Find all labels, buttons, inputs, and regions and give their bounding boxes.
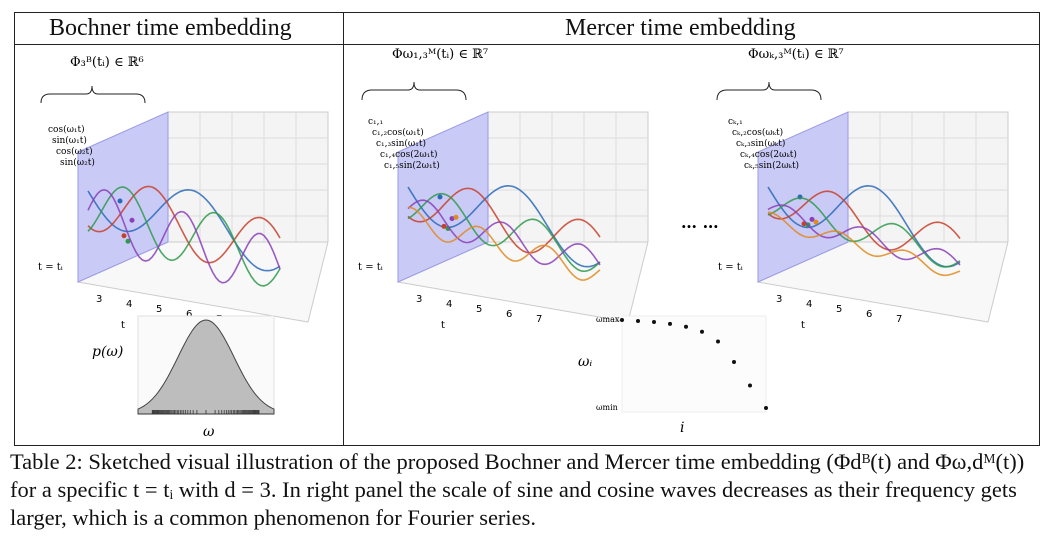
frequency-point [716, 339, 720, 344]
axis-name: t [441, 320, 445, 331]
axis-tick: 7 [536, 314, 542, 325]
t-label: t = tᵢ [718, 262, 743, 273]
mercer-title: Mercer time embedding [565, 15, 796, 41]
feature-label: cos(ω₂t) [56, 146, 93, 157]
bochner-title: Bochner time embedding [49, 15, 292, 41]
figure-box: Bochner time embedding Mercer time embed… [14, 12, 1040, 446]
t-label: t = tᵢ [38, 262, 63, 273]
feature-label: sin(ω₁t) [52, 135, 87, 146]
time-slice-plane [77, 111, 169, 283]
axis-tick: 6 [866, 309, 872, 320]
axis-tick: 5 [836, 304, 842, 315]
feature-label: c₁,₁ [368, 117, 383, 127]
feature-label: cₖ,₁ [728, 117, 743, 127]
header-divider [15, 44, 1039, 45]
mercer-brace-k [716, 81, 822, 101]
freq-xlabel: i [680, 420, 684, 436]
freq-bg [621, 315, 767, 413]
feature-label: cₖ,₄cos(2ωₖt) [740, 149, 797, 160]
feature-label: c₁,₅sin(2ω₁t) [384, 160, 440, 171]
axis-name: t [801, 320, 805, 331]
density-curve [137, 319, 275, 415]
wave-line [87, 188, 281, 272]
axis-name: t [121, 320, 125, 331]
wave-line [767, 197, 961, 268]
figure-drawing: Φ₃ᴮ(tᵢ) ∈ ℝ⁶ cos(ω₁t)sin(ω₁t)cos(ω₂t)sin… [38, 47, 1009, 440]
axis-tick: 3 [416, 294, 422, 305]
wave-line [407, 184, 601, 268]
caption-text: Table 2: Sketched visual illustration of… [10, 449, 1030, 530]
axis-tick: 4 [126, 299, 132, 310]
frequency-point [636, 319, 640, 323]
wave-point [125, 238, 131, 244]
feature-label: cₖ,₅sin(2ωₖt) [744, 160, 799, 171]
axis-tick: 5 [476, 304, 482, 315]
wave-line [767, 211, 961, 277]
density-label: p(ω) [92, 344, 123, 360]
axis-tick: 6 [506, 309, 512, 320]
wave-point [441, 223, 447, 229]
wave-point [813, 219, 819, 225]
frequency-point [684, 324, 688, 329]
feature-label: cₖ,₃sin(ωₖt) [736, 138, 785, 149]
axis-tick: 4 [806, 299, 812, 310]
wave-point [117, 198, 123, 204]
frequency-point [764, 406, 768, 410]
freq-ylabel: ωᵢ [578, 354, 592, 370]
back-wall [487, 111, 649, 243]
axis-tick: 3 [96, 294, 102, 305]
wave-line [407, 206, 601, 281]
mercer-3d-plot-1: c₁,₁c₁,₂cos(ω₁t)c₁,₃sin(ω₁t)c₁,₄cos(2ω₁t… [358, 111, 649, 331]
mercer-embedding-label-1: Φω₁,₃ᴹ(tᵢ) ∈ ℝ⁷ [392, 47, 488, 62]
feature-label: c₁,₄cos(2ω₁t) [380, 149, 438, 160]
frequency-point [700, 329, 704, 334]
time-slice-plane [397, 111, 489, 283]
frequency-point [732, 360, 736, 364]
frequency-point [652, 320, 656, 324]
bochner-brace [40, 85, 146, 104]
wave-line [407, 187, 601, 254]
mercer-embedding-label-k: Φωₖ,₃ᴹ(tᵢ) ∈ ℝ⁷ [748, 47, 844, 62]
wave-point [453, 214, 459, 220]
panel-divider [343, 13, 344, 445]
frequency-plot [620, 315, 768, 413]
axis-tick: 3 [776, 294, 782, 305]
axis-tick: 7 [896, 314, 902, 325]
table-caption: Table 2: Sketched visual illustration of… [10, 448, 1046, 532]
t-label: t = tᵢ [358, 262, 383, 273]
wave-point [449, 216, 455, 222]
bochner-3d-plot: cos(ω₁t)sin(ω₁t)cos(ω₂t)sin(ω₂t) t = tᵢ 3 4… [38, 111, 329, 331]
wave-point [809, 216, 815, 222]
wave-point [121, 233, 127, 239]
freq-bottom-label: ωmin [596, 403, 618, 412]
frequency-point [748, 383, 752, 388]
wave-line [767, 204, 961, 266]
bochner-embedding-label: Φ₃ᴮ(tᵢ) ∈ ℝ⁶ [70, 55, 144, 70]
ellipsis-dots: … … [681, 213, 719, 232]
mercer-brace-1 [361, 81, 467, 101]
feature-label: c₁,₂cos(ω₁t) [372, 127, 424, 138]
mercer-3d-plot-k: cₖ,₁cₖ,₂cos(ωₖt)cₖ,₃sin(ωₖt)cₖ,₄cos(2ωₖt… [718, 111, 1009, 331]
wave-line [87, 188, 281, 284]
freq-top-label: ωmax [596, 315, 620, 324]
axis-tick: 5 [156, 304, 162, 315]
wave-line [407, 199, 601, 266]
wave-line [87, 186, 281, 287]
density-axis-label: ω [203, 424, 215, 440]
frequency-point [668, 321, 672, 326]
wave-line [407, 192, 601, 273]
frequency-point [620, 318, 624, 322]
feature-label: cos(ω₁t) [48, 124, 85, 135]
feature-label: cₖ,₂cos(ωₖt) [732, 127, 783, 138]
wave-point [129, 217, 135, 223]
axis-tick: 4 [446, 299, 452, 310]
feature-label: sin(ω₂t) [60, 157, 95, 168]
density-plot [137, 315, 275, 415]
axis-tick: 6 [186, 309, 192, 320]
back-wall [847, 111, 1009, 243]
time-slice-plane [757, 111, 849, 283]
feature-label: c₁,₃sin(ω₁t) [376, 138, 426, 149]
wave-point [437, 194, 443, 200]
wave-line [767, 184, 961, 268]
